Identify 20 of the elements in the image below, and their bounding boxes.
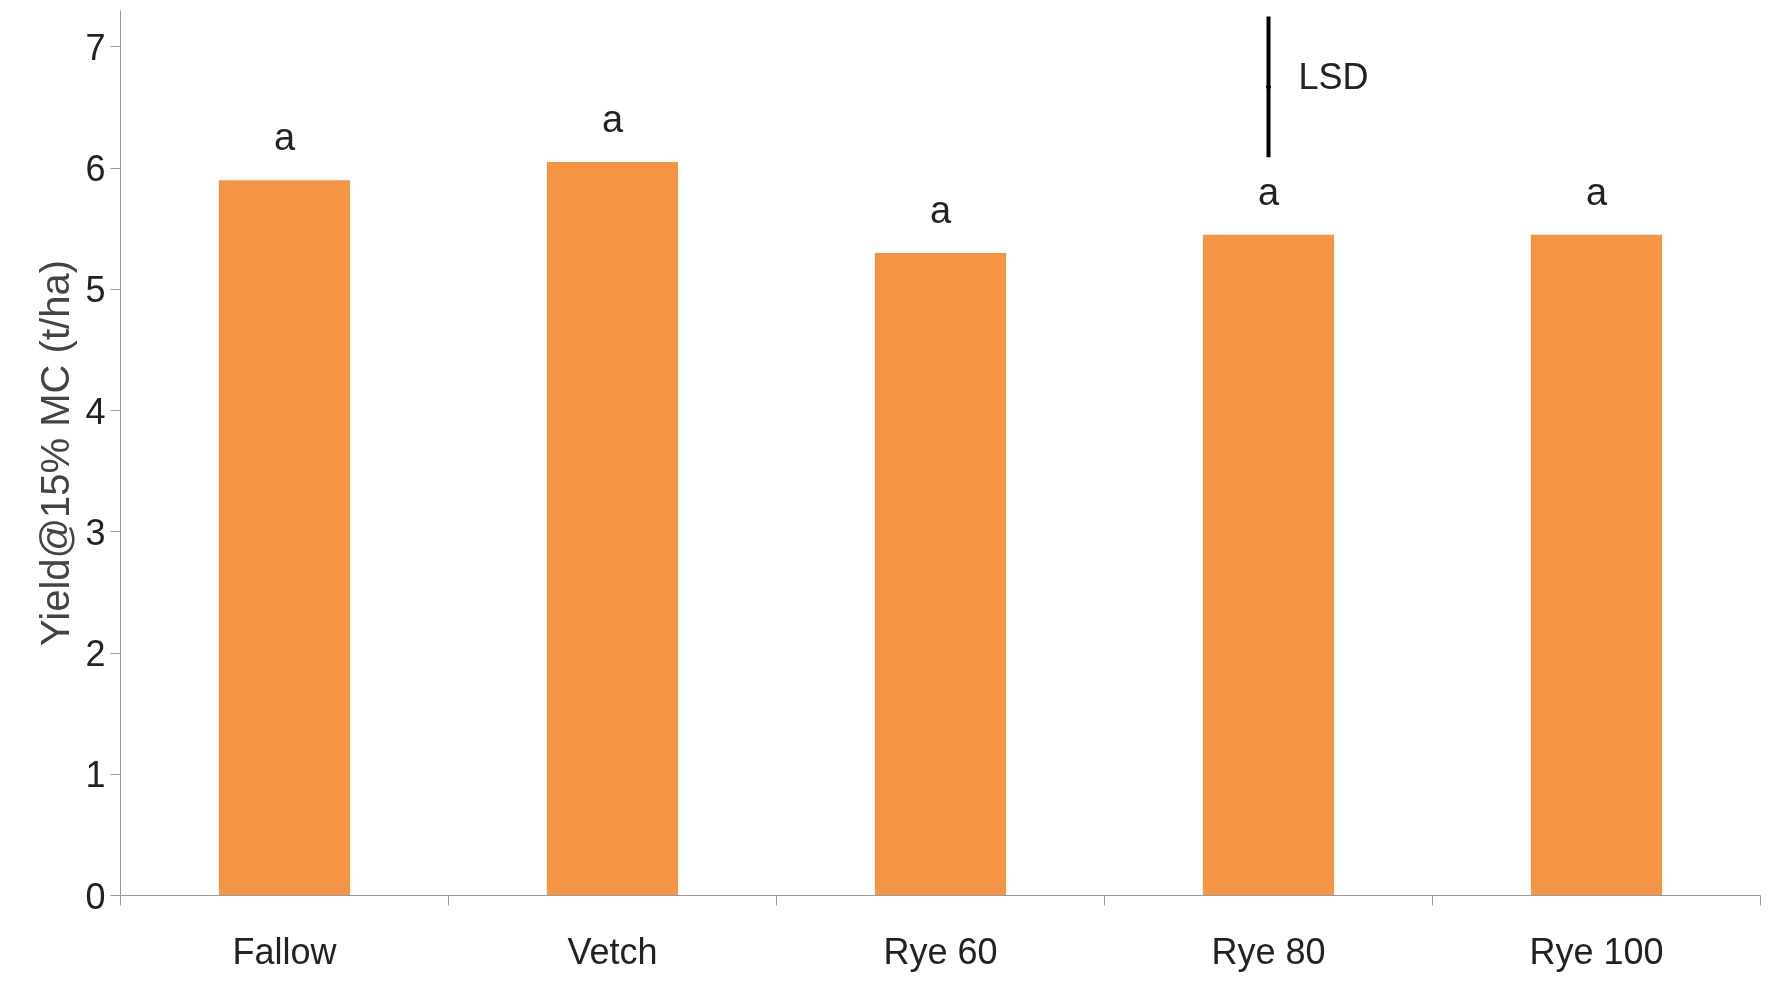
annotation: a [929, 188, 952, 231]
x-tick-label: Rye 60 [883, 930, 998, 972]
y-tick-label: 2 [85, 633, 106, 675]
y-tick-label: 7 [85, 26, 106, 68]
x-tick-label: Fallow [232, 930, 338, 972]
annotation: a [273, 116, 296, 159]
x-tick-label: Rye 100 [1529, 930, 1664, 972]
y-tick-label: 6 [85, 148, 106, 190]
annotation: a [1257, 170, 1280, 213]
x-tick-label: Rye 80 [1211, 930, 1326, 972]
y-tick-label: 0 [85, 875, 106, 917]
y-tick-label: 1 [85, 754, 106, 796]
y-tick-label: 4 [85, 390, 106, 432]
x-tick-label: Vetch [567, 930, 658, 972]
y-tick-label: 5 [85, 269, 106, 311]
y-tick-label: 3 [85, 511, 106, 553]
annotation: a [1585, 170, 1608, 213]
annotation: a [601, 98, 624, 141]
y-axis-title: Yield@15% MC (t/ha) [33, 260, 78, 646]
series-label: LSD [1298, 56, 1369, 98]
